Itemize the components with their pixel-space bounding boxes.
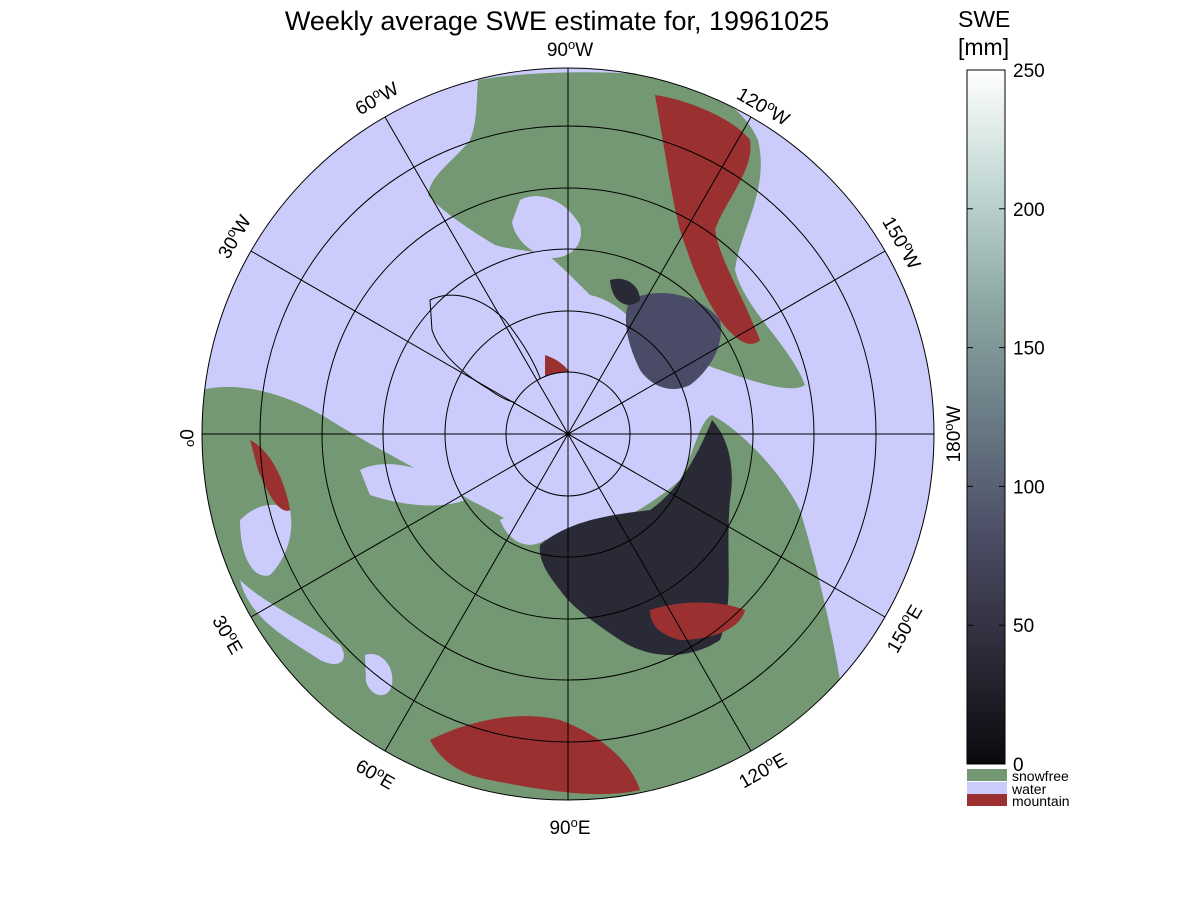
east-siberian-sea (500, 516, 545, 545)
canada-snow-patch (610, 278, 640, 305)
category-legend: snowfree water mountain (967, 768, 1070, 809)
polar-map (201, 67, 935, 801)
colorbar-title: SWE (958, 6, 1010, 32)
colorbar-unit: [mm] (958, 34, 1009, 60)
map-frame (201, 67, 935, 801)
siberia-snow-cover (539, 420, 732, 655)
hudson-bay (512, 196, 581, 258)
legend-swatch-water (967, 782, 1007, 794)
tibetan-plateau (430, 716, 640, 795)
lon-label-0: 0o (175, 429, 199, 447)
baltic-sea (240, 504, 292, 576)
legend-swatch-mountain (967, 794, 1007, 806)
legend-swatch-snowfree (967, 769, 1007, 781)
lon-label-60e: 60oE (352, 753, 400, 794)
colorbar: SWE [mm] 250 200 150 100 50 0 (958, 6, 1045, 776)
colorbar-tick-label: 150 (1013, 339, 1045, 360)
colorbar-tick-label: 50 (1013, 616, 1034, 637)
legend-label-snowfree: snowfree (1012, 768, 1069, 784)
kara-sea (360, 464, 465, 506)
figure-title: Weekly average SWE estimate for, 1996102… (285, 6, 829, 36)
colorbar-ticks: 250 200 150 100 50 0 (967, 61, 1045, 776)
lon-label-180w: 180oW (941, 406, 965, 463)
lon-label-90w: 90oW (547, 37, 593, 61)
colorbar-tick-label: 250 (1013, 61, 1045, 82)
mediterranean-sea (240, 580, 344, 665)
colorbar-gradient (966, 69, 1006, 765)
rocky-mountains (655, 95, 760, 344)
caspian-sea (365, 654, 393, 696)
lon-label-30e: 30oE (207, 611, 248, 659)
legend-label-water: water (1011, 781, 1047, 797)
colorbar-tick-label: 200 (1013, 200, 1045, 221)
lon-label-90e: 90oE (549, 815, 590, 839)
east-siberian-mountains (650, 602, 745, 640)
scandinavian-mountains (250, 440, 290, 511)
alaska-snow-cover (625, 292, 721, 390)
legend-label-mountain: mountain (1012, 793, 1070, 809)
colorbar-tick-label: 100 (1013, 477, 1045, 498)
graticule (202, 68, 934, 800)
colorbar-tick-label: 0 (1013, 755, 1024, 776)
